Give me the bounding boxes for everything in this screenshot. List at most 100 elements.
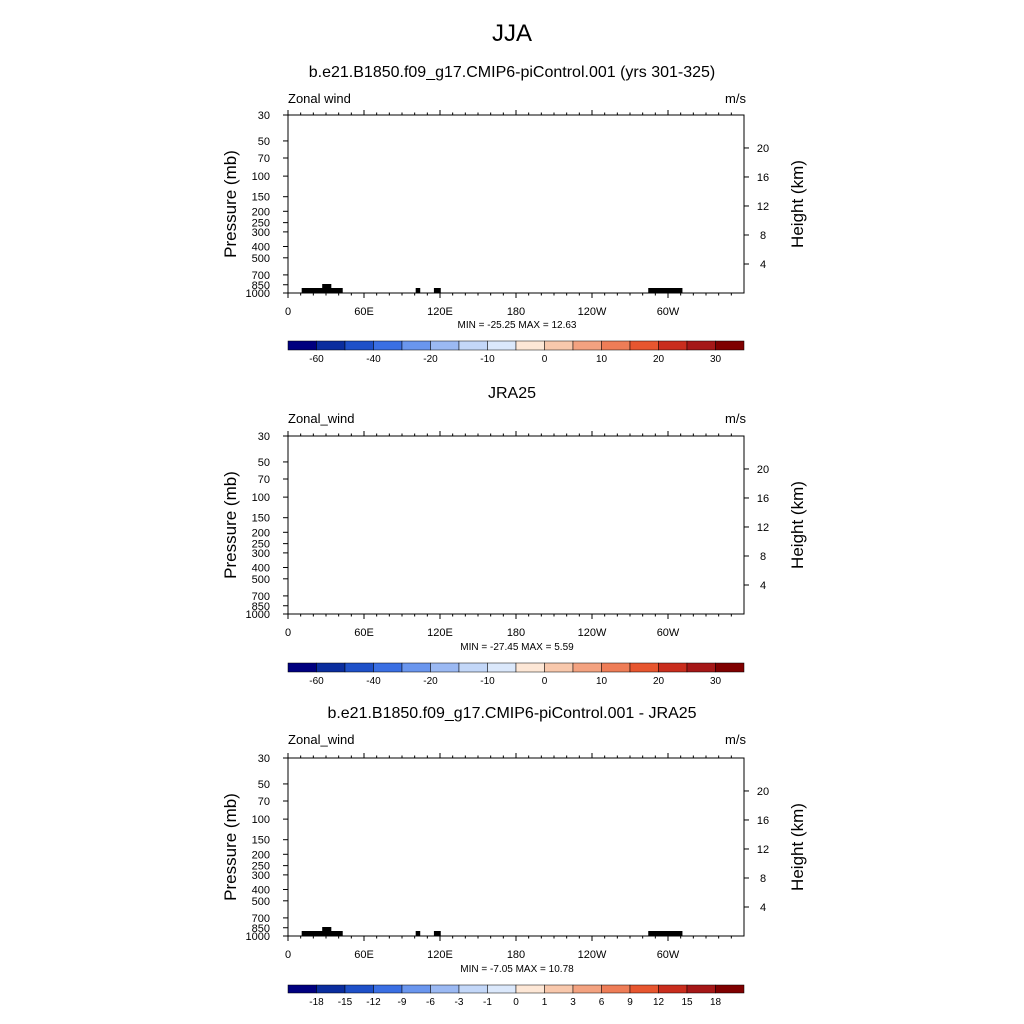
panel-1-ytick-label-9: 500	[252, 253, 270, 265]
panel-3-contour-4	[288, 791, 744, 824]
panel-3-ytick-label-8: 400	[252, 884, 270, 896]
panel-3-ytick-label-11: 850	[252, 923, 270, 935]
panel-1-colorbar-box-8	[515, 340, 545, 351]
panel-2-xtick-label-0: 0	[285, 627, 291, 639]
panel-3-ytick-label-12: 1000	[246, 931, 270, 943]
panel-1-ytick-label-2: 70	[258, 153, 270, 165]
panel-3-ytick-right-label-4: 20	[757, 786, 769, 798]
panel-3-colorbar-box-14	[686, 984, 716, 994]
panel-3-ytick-right-label-2: 12	[757, 844, 769, 856]
panel-1-colorbar-label-0: -60	[309, 354, 324, 365]
panel-1-ytick-right-label-2: 12	[757, 201, 769, 213]
panel-3-topography-4	[648, 931, 683, 936]
panel-1-ytick-label-3: 100	[252, 171, 270, 183]
panel-1-colorbar-box-7	[487, 340, 517, 351]
panel-2-ytick-right-label-2: 12	[757, 522, 769, 534]
panel-3-topography-2	[415, 931, 421, 936]
panel-1-frame	[287, 114, 745, 294]
panel-3-colorbar-box-6	[458, 984, 488, 994]
panel-3-left-string: Zonal_wind	[288, 732, 355, 747]
panel-1-ytick-label-1: 50	[258, 136, 270, 148]
panel-2-contour-7	[438, 465, 721, 531]
panel-1-ytick-right-label-1: 8	[760, 230, 766, 242]
panel-2-colorbar-box-0	[287, 662, 317, 673]
panel-1-colorbar-label-3: -10	[480, 354, 495, 365]
panel-3-contour-0	[288, 758, 744, 936]
panel-2-ytick-right-label-1: 8	[760, 551, 766, 563]
panel-1-title: b.e21.B1850.f09_g17.CMIP6-piControl.001 …	[308, 64, 716, 81]
panel-1-contour-3	[352, 167, 436, 201]
panel-2-xtick-label-3: 180	[507, 627, 525, 639]
panel-3-colorbar-label-2: -12	[366, 997, 381, 1008]
panel-1-ytick-right-label-3: 16	[757, 172, 769, 184]
panel-1-ytick-label-6: 250	[252, 218, 270, 230]
panel-3-title: b.e21.B1850.f09_g17.CMIP6-piControl.001 …	[327, 705, 697, 722]
panel-2-colorbar-label-6: 20	[653, 676, 665, 687]
panel-3-contour-8	[297, 836, 362, 865]
panel-2-contour-1	[288, 436, 744, 459]
panel-2-ytick-label-3: 100	[252, 492, 270, 504]
panel-2-frame	[287, 435, 745, 615]
panel-3-ytick-label-0: 30	[258, 753, 270, 765]
panel-3-ytick-label-6: 250	[252, 861, 270, 873]
panel-1-contour-1	[304, 153, 744, 293]
panel-3-xtick-label-0: 0	[285, 949, 291, 961]
panel-2-plot	[283, 431, 749, 673]
panel-2-colorbar-box-3	[373, 662, 403, 673]
panel-3-colorbar-label-0: -18	[309, 997, 324, 1008]
panel-2-colorbar-box-15	[715, 662, 745, 673]
panel-1-topography-1	[322, 284, 332, 293]
panel-3-frame	[287, 757, 745, 937]
panel-2-ytick-label-6: 250	[252, 539, 270, 551]
panel-3-colorbar-label-4: -6	[426, 997, 435, 1008]
panel-1-colorbar-box-6	[458, 340, 488, 351]
panel-3-colorbar-box-7	[487, 984, 517, 994]
panel-2-contour-3	[571, 533, 744, 614]
panel-2-ytick-label-9: 500	[252, 574, 270, 586]
panel-1-colorbar-box-5	[430, 340, 460, 351]
panel-2-ytick-right-label-0: 4	[760, 580, 766, 592]
panel-2-colorbar-label-0: -60	[309, 676, 324, 687]
panel-1-contour-6	[548, 176, 707, 208]
panel-1-colorbar-box-0	[287, 340, 317, 351]
panel-2-contour-10	[666, 515, 689, 521]
panel-3-ytick-label-4: 150	[252, 835, 270, 847]
panel-2-contour-5	[333, 500, 431, 534]
panel-3-colorbar-box-3	[373, 984, 403, 994]
panel-3-colorbar-label-10: 6	[599, 997, 605, 1008]
panel-1-field	[288, 115, 744, 293]
panel-2-ytick-right-label-3: 16	[757, 493, 769, 505]
panel-2-ytick-label-11: 850	[252, 601, 270, 613]
panel-2-colorbar-label-7: 30	[710, 676, 722, 687]
panel-3-ytick-right-label-1: 8	[760, 873, 766, 885]
panel-1-units: m/s	[725, 91, 746, 106]
panel-3-xtick-label-3: 180	[507, 949, 525, 961]
panel-3-field	[288, 758, 744, 936]
panel-2-contour-6	[350, 506, 415, 529]
panel-2-ytick-label-2: 70	[258, 474, 270, 486]
panel-3-xtick-label-5: 60W	[657, 949, 680, 961]
panel-3-colorbar-box-0	[287, 984, 317, 994]
panel-1-ytick-right-label-4: 20	[757, 143, 769, 155]
panel-3-contour-7	[288, 829, 425, 898]
panel-3-colorbar-box-15	[715, 984, 745, 994]
panel-1-left-string: Zonal wind	[288, 91, 351, 106]
panel-3-colorbar-label-1: -15	[338, 997, 353, 1008]
panel-2-xtick-label-5: 60W	[657, 627, 680, 639]
panel-3-colorbar-box-10	[572, 984, 602, 994]
panel-2-contour-9	[384, 596, 403, 606]
panel-1-colorbar-box-4	[401, 340, 431, 351]
panel-2-ytick-label-7: 300	[252, 548, 270, 560]
panel-3-xtick-label-1: 60E	[354, 949, 374, 961]
panel-2-minmax: MIN = -27.45 MAX = 5.59	[460, 642, 574, 653]
panel-1-contour-2	[323, 153, 459, 209]
panel-3-colorbar-label-3: -9	[398, 997, 407, 1008]
panel-3-contour-2	[288, 774, 744, 789]
panel-2-colorbar-box-11	[601, 662, 631, 673]
panel-2-colorbar-box-9	[544, 662, 574, 673]
panel-3-colorbar-label-9: 3	[570, 997, 576, 1008]
panel-1-contour-0	[288, 115, 744, 293]
panel-1-colorbar-box-15	[715, 340, 745, 351]
panel-2-ylabel: Pressure (mb)	[221, 471, 240, 579]
